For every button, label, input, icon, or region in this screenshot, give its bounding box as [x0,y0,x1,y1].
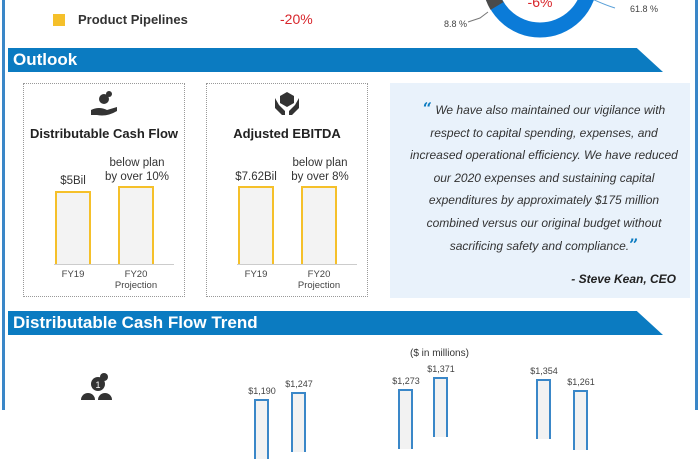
donut-slice-blue [486,0,594,38]
axis-line [54,264,174,265]
legend-swatch [53,14,65,26]
ceo-quote: “ We have also maintained our vigilance … [390,83,690,298]
trend-bar-label: $1,273 [392,375,420,386]
card-title: Adjusted EBITDA [233,126,341,141]
x-label: FY20 Projection [114,269,158,291]
trend-header: Distributable Cash Flow Trend [8,311,663,335]
close-quote-icon: ” [629,235,639,254]
coins-icon: 1 [81,373,112,400]
trend-bar-label: $1,354 [530,366,558,377]
card-title: Distributable Cash Flow [29,126,179,141]
trend-bar-label: $1,247 [285,379,313,390]
trend-bar [573,390,588,451]
trend-bar [536,379,551,440]
donut-label-blue: 61.8 % [630,4,658,14]
unit-label: ($ in millions) [410,348,469,359]
page-frame [2,0,698,410]
trend-bar-label: $1,190 [248,386,276,397]
card-ebitda: Adjusted EBITDA $7.62Bil below plan by o… [206,83,368,297]
trend-bar-label: $1,261 [567,377,595,388]
bar-label: below plan by over 8% [291,157,349,183]
trend-bar [433,377,448,437]
svg-text:1: 1 [95,380,100,390]
hands-box-icon [207,90,367,124]
quote-text: We have also maintained our vigilance wi… [410,103,678,253]
legend-label: Product Pipelines [78,12,188,27]
donut-label-gray: 8.8 % [444,19,467,29]
axis-line [237,264,357,265]
donut-chart: -6% 8.8 % 61.8 % [444,0,658,38]
donut-leader-line [593,0,616,9]
bar-fy19 [55,191,91,264]
hand-coins-icon [24,90,184,124]
x-label: FY19 [61,269,85,280]
bar-fy20 [118,186,154,264]
donut-center-label: -6% [528,0,553,10]
bar-fy20 [301,186,337,264]
legend-value: -20% [280,11,313,27]
x-label: FY20 Projection [297,269,341,291]
bar-label: $7.62Bil [235,171,277,183]
donut-slice-gray [485,0,504,10]
trend-bar [398,388,413,449]
donut-leader-line [467,11,489,23]
card-dcf: Distributable Cash Flow $5Bil below plan… [23,83,185,297]
bar-label: below plan by over 10% [105,157,169,183]
outlook-header: Outlook [8,48,663,72]
trend-bar [291,392,306,453]
quote-body: “ We have also maintained our vigilance … [410,98,678,258]
trend-bar [254,399,269,459]
bar-label: $5Bil [60,175,86,187]
bar-fy19 [238,186,274,264]
trend-bar-label: $1,371 [427,364,455,374]
x-label: FY19 [244,269,268,280]
quote-author: - Steve Kean, CEO [571,272,676,286]
open-quote-icon: “ [422,99,432,118]
